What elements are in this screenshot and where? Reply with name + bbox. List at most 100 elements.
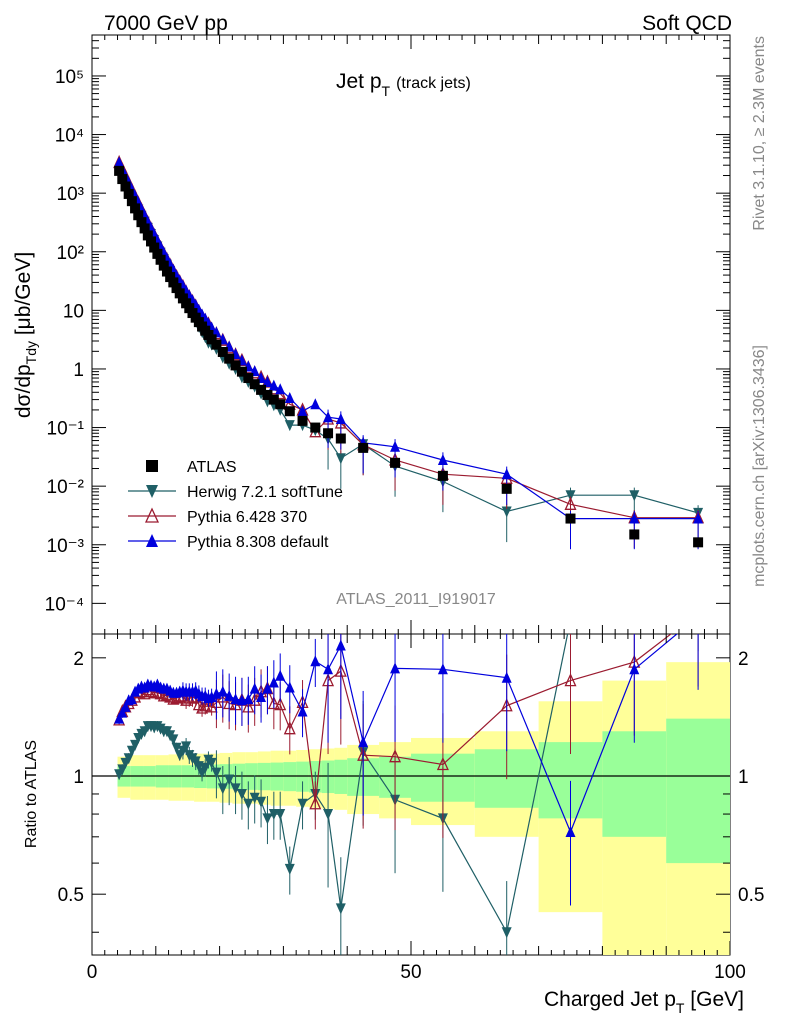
ratio-point [230,783,241,795]
ratio-point [297,798,308,810]
ratio-panel: 0.5 0.5 1 1 2 2 0 50 100 Ratio to ATLAS [23,633,764,983]
rivet-label: Rivet 3.1.10, ≥ 2.3M events [751,36,768,231]
ratio-point [564,673,577,687]
main-y-tick-label: 10⁻¹ [47,419,85,440]
data-point [262,389,273,400]
main-y-tick-label: 10⁴ [55,126,84,147]
data-point [168,277,179,288]
data-point [114,156,125,168]
data-point [136,217,147,228]
data-point [501,483,512,494]
main-y-tick-label: 10² [57,243,84,264]
ratio-point [130,739,141,751]
ratio-point [196,700,209,714]
ratio-point [230,693,241,705]
ratio-point [211,767,222,779]
data-point [206,334,217,345]
data-point [114,165,125,176]
data-point [158,260,169,271]
ratio-point [205,699,218,713]
data-point [437,470,448,481]
data-point [236,366,247,377]
main-y-tick-label: 10⁵ [55,67,84,88]
data-point [165,272,176,283]
data-point [310,398,321,410]
data-point [629,512,640,524]
ratio-ticks: 0.5 0.5 1 1 2 2 0 50 100 [58,634,764,983]
ratio-point [217,685,228,697]
ratio-point [262,813,273,825]
ratio-y-tick-label: 0.5 [58,885,84,906]
inner-band [666,718,730,864]
inner-band [334,759,348,794]
x-tick-label: 50 [400,962,421,983]
ratio-y-tick-label-right: 2 [738,649,749,670]
data-point [335,412,346,424]
ratio-point [236,788,247,800]
mcplots-label: mcplots.cern.ch [arXiv:1306.3436] [751,345,768,587]
ratio-point [267,695,280,710]
ratio-point [126,693,137,705]
data-point [171,283,182,294]
ratio-point [268,809,279,821]
data-point [565,513,576,524]
legend-label: Pythia 6.428 370 [187,509,307,526]
plot-title-main: Jet p [336,70,382,93]
ratio-point [171,742,182,754]
legend: ATLAS Herwig 7.2.1 softTune Pythia 6.428 3… [128,459,343,551]
data-point [146,236,157,247]
data-point [117,174,128,185]
data-point [133,210,144,221]
ratio-point [297,705,308,717]
data-point [629,529,640,540]
ratio-point [323,809,334,821]
ratio-point [501,927,512,939]
series-0 [114,165,704,548]
data-point [358,442,369,453]
ratio-point [262,682,273,694]
main-ticks [91,34,731,634]
data-point [323,428,334,439]
data-point [243,373,254,384]
legend-marker [146,460,158,472]
ratio-point [200,762,211,774]
ratio-point [217,783,228,795]
data-point [126,196,137,207]
data-point [268,379,279,391]
ratio-series-2 [114,634,699,906]
ratio-series-0 [114,634,699,955]
ratio-point [501,671,512,683]
data-point [120,181,131,192]
ratio-point [256,796,267,808]
data-point [323,411,334,423]
data-point [230,360,241,371]
plot-title: Jet pT (track jets) [336,70,471,99]
ratio-point [249,792,260,804]
data-point [335,433,346,444]
ratio-point [436,756,449,771]
ratio-point [335,903,346,915]
data-point [123,188,134,199]
ratio-point [309,796,322,810]
ratio-y-tick-label-right: 0.5 [738,885,764,906]
ratio-point [335,639,346,651]
data-point [335,453,346,465]
main-y-tick-label: 10 [63,301,84,322]
ratio-point [206,690,217,702]
ratio-point [206,757,217,769]
data-point [565,490,576,502]
legend-marker [146,485,158,498]
ratio-point [437,663,448,675]
ratio-point [275,809,286,821]
ratio-point [283,721,296,735]
ratio-point [120,700,131,712]
data-point [284,406,295,417]
data-point [437,453,448,465]
ratio-y-axis-label: Ratio to ATLAS [23,740,40,848]
plot-title-sub: T [382,83,391,99]
ratio-y-tick-label-right: 1 [738,767,749,788]
data-point [501,468,512,480]
plot-title-paren: (track jets) [396,75,471,92]
ratio-y-tick-label: 1 [73,767,84,788]
x-tick-label: 100 [714,962,746,983]
